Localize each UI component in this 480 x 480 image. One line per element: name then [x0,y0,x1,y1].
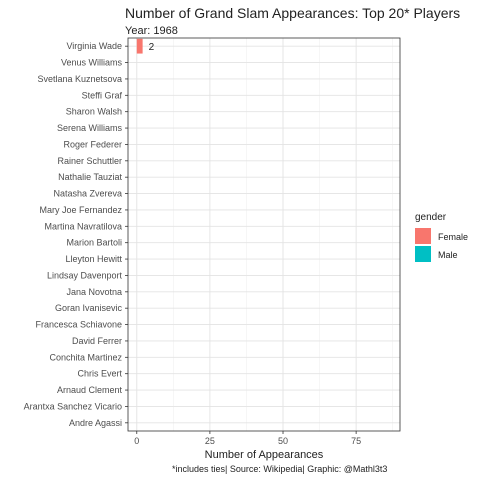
chart-caption: *includes ties| Source: Wikipedia| Graph… [172,464,387,474]
legend-swatch [415,228,431,244]
category-label: Svetlana Kuznetsova [37,74,122,84]
chart-title: Number of Grand Slam Appearances: Top 20… [125,5,460,21]
category-labels: Virginia Wade Venus Williams Svetlana Kuzn… [24,41,128,428]
x-tick-label: 0 [134,436,139,446]
legend: gender Female Male [415,212,468,262]
chart-subtitle: Year: 1968 [125,25,178,37]
category-label: Natasha Zvereva [53,189,122,199]
category-label: Goran Ivanisevic [55,303,123,313]
x-axis-label: Number of Appearances [205,449,324,461]
category-label: Virginia Wade [66,41,122,51]
category-label: Serena Williams [57,123,123,133]
legend-swatch [415,246,431,262]
category-label: Marion Bartoli [66,238,122,248]
category-label: Steffi Graf [82,90,123,100]
category-label: Jana Novotna [66,287,122,297]
bar-value-label: 2 [149,42,155,53]
category-label: Conchita Martinez [49,352,122,362]
category-label: Francesca Schiavone [35,320,122,330]
category-label: Venus Williams [61,58,123,68]
category-label: Chris Evert [77,369,122,379]
category-label: Andre Agassi [69,418,122,428]
category-label: Sharon Walsh [66,107,122,117]
category-label: Nathalie Tauziat [58,172,122,182]
legend-title: gender [415,212,447,223]
category-label: Lleyton Hewitt [65,254,122,264]
category-label: David Ferrer [72,336,122,346]
bar [136,38,143,54]
category-label: Roger Federer [63,139,122,149]
bars-group: 2 [136,38,155,54]
category-label: Lindsay Davenport [47,270,123,280]
x-tick-label: 75 [351,436,361,446]
category-label: Mary Joe Fernandez [39,205,122,215]
x-tick-label: 25 [205,436,215,446]
category-label: Arantxa Sanchez Vicario [24,401,122,411]
x-tick-label: 50 [278,436,288,446]
legend-label: Male [438,250,458,260]
legend-label: Female [438,232,468,242]
grid-lines [128,38,400,431]
plot-border [127,37,401,432]
category-label: Martina Navratilova [44,221,122,231]
category-label: Rainer Schuttler [57,156,122,166]
x-tick-labels: 0 25 50 75 [134,431,361,446]
category-label: Arnaud Clement [57,385,123,395]
plot-panel [128,38,400,431]
